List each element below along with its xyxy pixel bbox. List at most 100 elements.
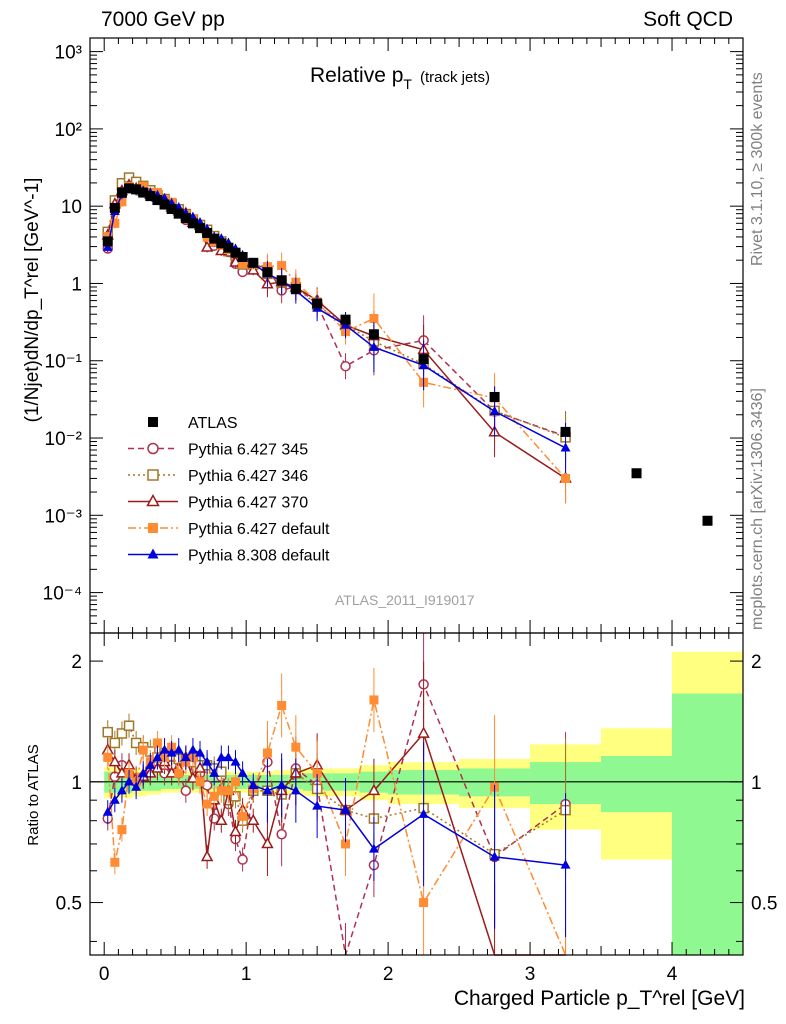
- ratio-point: [248, 779, 259, 789]
- atlas-point: [138, 187, 149, 198]
- legend-label: Pythia 6.427 345: [188, 442, 308, 459]
- ratio-point: [195, 747, 205, 757]
- sidebar-top: Rivet 3.1.10, ≥ 300k events: [749, 72, 766, 266]
- plot-watermark: ATLAS_2011_I919017: [335, 592, 475, 608]
- main-title: Relative pT (track jets): [310, 64, 490, 92]
- ratio-series-layer: [90, 633, 743, 956]
- ratio-ytick-label: 1: [71, 773, 82, 794]
- atlas-point: [631, 468, 642, 479]
- legend-label: ATLAS: [188, 415, 238, 432]
- ratio-point: [419, 898, 429, 908]
- ratio-point: [152, 752, 163, 762]
- ratio-point: [237, 767, 248, 777]
- ratio-point: [152, 738, 162, 748]
- ratio-point: [174, 768, 184, 778]
- xaxis-label: Charged Particle p_T^rel [GeV]: [454, 987, 745, 1010]
- main-ytick-label: 10⁻¹: [45, 352, 83, 373]
- ratio-point: [124, 776, 134, 786]
- atlas-point: [276, 275, 287, 286]
- atlas-point: [202, 227, 213, 238]
- ratio-point: [109, 737, 121, 749]
- ratio-series-line: [106, 699, 567, 956]
- atlas-point: [290, 283, 301, 294]
- atlas-point: [560, 426, 571, 437]
- ratio-point: [312, 800, 323, 810]
- atlas-point: [418, 354, 429, 365]
- ratio-axes: 0.5 0.5 1 1 2 2 0 1 2 3 4: [56, 632, 777, 985]
- main-point: [368, 341, 379, 351]
- legend-marker: [148, 417, 158, 427]
- ratio-ylabel: Ratio to ATLAS: [25, 744, 42, 845]
- atlas-point: [159, 199, 170, 210]
- ratio-point: [123, 720, 135, 731]
- main-series-2: [101, 178, 572, 504]
- atlas-point: [230, 247, 241, 258]
- legend-marker: [147, 442, 159, 455]
- atlas-point: [124, 183, 135, 194]
- main-series-layer: [101, 172, 713, 526]
- ratio-point: [102, 806, 113, 816]
- ratio-point: [418, 808, 429, 818]
- main-point: [418, 359, 429, 369]
- ratio-point: [231, 777, 241, 787]
- legend-marker: [148, 523, 158, 533]
- ratio-point: [216, 786, 226, 796]
- legend-marker: [147, 469, 159, 481]
- ratio-point: [262, 785, 273, 795]
- main-point: [561, 473, 571, 483]
- ratio-ytick-label-right: 1: [751, 773, 762, 794]
- main-point: [560, 442, 571, 452]
- xtick-label: 2: [383, 964, 394, 985]
- ratio-point: [200, 849, 214, 862]
- main-ytick-label: 10³: [55, 43, 82, 64]
- main-point: [277, 261, 287, 271]
- main-ytick-label: 10²: [55, 120, 82, 141]
- ratio-point: [369, 695, 379, 705]
- atlas-point: [180, 213, 191, 224]
- ratio-point: [138, 767, 149, 777]
- ratio-point: [215, 813, 228, 826]
- ratio-point: [138, 745, 148, 755]
- main-point: [247, 263, 260, 275]
- ratio-point: [216, 752, 227, 762]
- ratio-point: [115, 766, 129, 778]
- main-series-3: [103, 181, 571, 504]
- atlas-point: [237, 251, 248, 262]
- ratio-point: [560, 859, 571, 869]
- ratio-point: [247, 813, 260, 826]
- main-point: [117, 197, 127, 207]
- main-series-0: [102, 181, 571, 462]
- sidebar-bottom: mcplots.cern.ch [arXiv:1306.3436]: [749, 388, 766, 630]
- ratio-point: [237, 854, 248, 865]
- ratio-point: [117, 825, 127, 835]
- legend-label: Pythia 6.427 346: [188, 468, 308, 485]
- ratio-point: [102, 726, 113, 738]
- xtick-label: 4: [667, 964, 678, 985]
- ratio-point: [417, 726, 430, 738]
- atlas-point: [262, 267, 273, 278]
- ratio-point: [276, 779, 287, 789]
- header-right: Soft QCD: [643, 8, 733, 31]
- ratio-series-3: [103, 667, 567, 956]
- ratio-point: [180, 785, 192, 797]
- xtick-label: 1: [241, 964, 252, 985]
- ratio-ytick-label-right: 2: [751, 652, 762, 673]
- atlas-point: [187, 218, 198, 229]
- main-series-4: [102, 182, 571, 473]
- atlas-point: [131, 184, 142, 195]
- legend-label: Pythia 6.427 370: [188, 495, 308, 512]
- ratio-ytick-label-right: 0.5: [751, 894, 777, 915]
- atlas-point: [702, 515, 713, 526]
- ratio-point: [116, 785, 127, 795]
- ratio-point: [173, 744, 184, 754]
- ratio-point: [195, 777, 205, 787]
- ratio-point: [166, 747, 177, 757]
- legend: ATLAS Pythia 6.427 345 Pythia 6.427 346 Pyt…: [128, 415, 330, 565]
- legend-marker: [146, 493, 160, 507]
- ratio-series-line: [107, 682, 567, 956]
- ratio-point: [131, 781, 142, 791]
- ratio-point: [262, 748, 272, 758]
- main-series-atlas: [102, 183, 713, 526]
- atlas-point: [145, 191, 156, 202]
- ratio-point: [367, 783, 381, 796]
